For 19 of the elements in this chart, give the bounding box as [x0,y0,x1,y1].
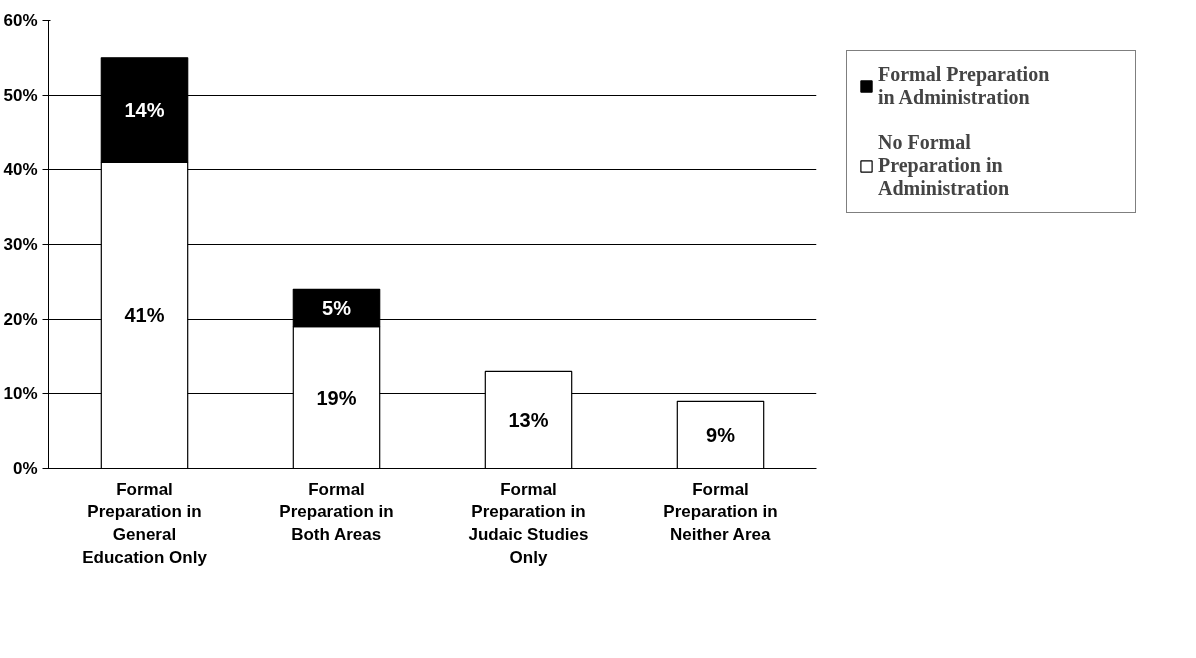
y-tick-label: 60% [3,11,38,30]
data-label: 13% [508,408,549,431]
data-label: 19% [316,386,357,409]
legend-label: Formal Preparation in Administration [878,63,1051,109]
y-tick-label: 30% [3,235,38,254]
x-tick-label: Formal Preparation in Neither Area [663,479,778,545]
y-tick-label: 40% [3,160,38,180]
x-tick-label: Formal Preparation in Judaic Studies Only [468,479,589,567]
x-tick-label: Formal Preparation in General Education Only [82,479,208,567]
y-tick-label: 0% [12,459,38,478]
data-label: 9% [706,423,736,446]
data-label: 14% [124,99,165,122]
y-tick-label: 50% [3,85,38,105]
legend-label: No Formal Preparation in Administration [878,131,1011,200]
data-label: 41% [124,304,165,327]
x-tick-label: Formal Preparation in Both Areas [279,479,394,545]
data-label: 5% [322,296,352,319]
y-tick-label: 10% [3,384,38,404]
y-tick-label: 20% [3,309,38,329]
